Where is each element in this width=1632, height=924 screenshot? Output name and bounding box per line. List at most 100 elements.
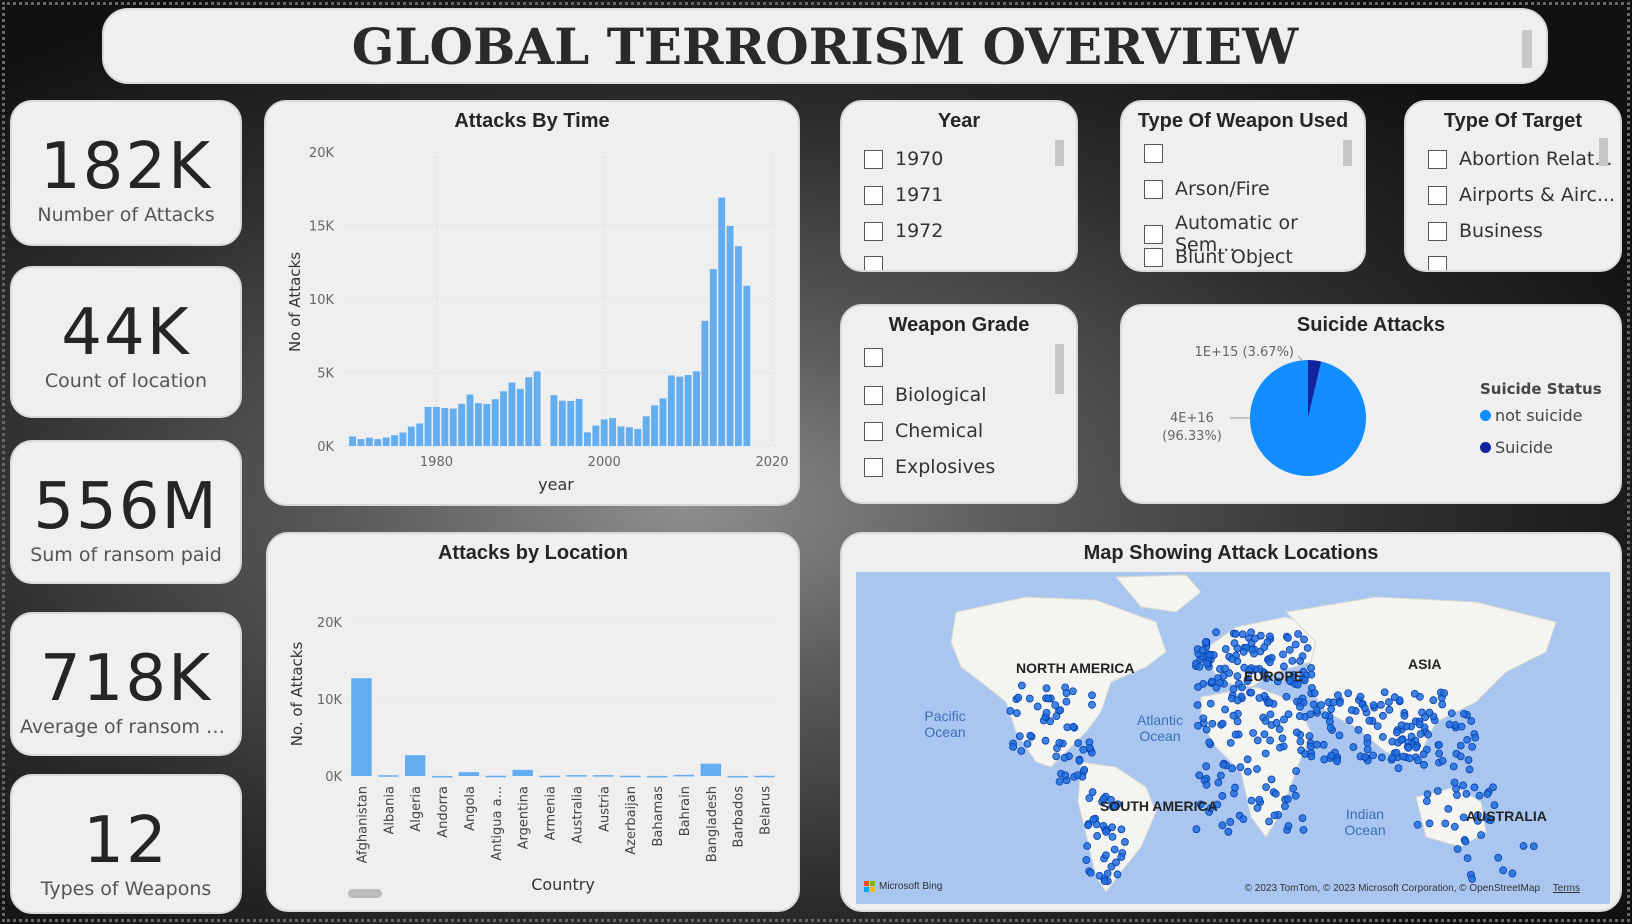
attack-marker[interactable]	[1447, 709, 1456, 718]
checkbox[interactable]	[1144, 144, 1163, 163]
attack-marker[interactable]	[1266, 710, 1275, 719]
attack-marker[interactable]	[1231, 730, 1240, 739]
attack-marker[interactable]	[1085, 794, 1094, 803]
attack-marker[interactable]	[1247, 628, 1255, 637]
attack-marker[interactable]	[1014, 693, 1023, 702]
attack-map-card[interactable]: Map Showing Attack Locations NORTH AMERI…	[840, 532, 1622, 912]
kpi-card-attacks[interactable]: 182K Number of Attacks	[10, 100, 242, 246]
attacks-by-time-card[interactable]: Attacks By Time 0K 5K 10K 15K 20K 1980 2000 202…	[264, 100, 800, 506]
attack-marker[interactable]	[1108, 823, 1116, 832]
attack-marker[interactable]	[1461, 837, 1470, 846]
title-scrollbar[interactable]	[1522, 30, 1532, 68]
bar-1985[interactable]	[474, 403, 482, 446]
attack-marker[interactable]	[1261, 749, 1270, 758]
checkbox[interactable]	[1428, 256, 1447, 270]
slicer-scrollbar[interactable]	[1055, 140, 1064, 166]
attack-marker[interactable]	[1243, 755, 1252, 764]
attack-marker[interactable]	[1208, 719, 1217, 728]
attack-marker[interactable]	[1385, 705, 1394, 714]
attack-marker[interactable]	[1299, 825, 1308, 834]
attack-marker[interactable]	[1221, 645, 1230, 653]
checkbox[interactable]	[1144, 179, 1163, 199]
attack-marker[interactable]	[1283, 795, 1292, 804]
attack-marker[interactable]	[1333, 757, 1341, 766]
bar-1981[interactable]	[441, 407, 449, 446]
attack-marker[interactable]	[1080, 766, 1089, 774]
attack-marker[interactable]	[1249, 729, 1258, 737]
attack-marker[interactable]	[1303, 644, 1312, 652]
attacks-by-location-chart[interactable]: 0K 10K 20K Afghanistan Albania Algeria Andorra…	[268, 534, 800, 912]
attack-marker[interactable]	[1306, 710, 1315, 719]
attack-marker[interactable]	[1377, 700, 1385, 709]
attack-marker[interactable]	[1435, 749, 1444, 758]
attack-marker[interactable]	[1085, 743, 1094, 752]
slicer-scrollbar[interactable]	[1599, 138, 1608, 166]
attack-marker[interactable]	[1499, 866, 1508, 875]
attack-marker[interactable]	[1285, 645, 1294, 654]
attack-marker[interactable]	[1073, 771, 1082, 780]
slicer-item-arson[interactable]: Arson/Fire	[1144, 178, 1270, 200]
attack-marker[interactable]	[1238, 683, 1246, 692]
attack-marker[interactable]	[1117, 825, 1126, 834]
slicer-item-abortion[interactable]: Abortion Relat...	[1428, 148, 1612, 170]
attack-marker[interactable]	[1009, 742, 1018, 751]
bar-2016[interactable]	[735, 246, 742, 446]
slicer-item-1971[interactable]: 1971	[864, 184, 943, 206]
attack-marker[interactable]	[1422, 797, 1431, 806]
bar-1988[interactable]	[500, 391, 508, 446]
bar-8[interactable]	[566, 775, 587, 777]
attack-marker[interactable]	[1212, 628, 1220, 637]
attack-marker[interactable]	[1407, 732, 1416, 741]
attack-marker[interactable]	[1292, 767, 1300, 775]
attack-marker[interactable]	[1117, 853, 1126, 861]
attack-marker[interactable]	[1207, 677, 1216, 686]
bar-1977[interactable]	[407, 426, 415, 446]
attack-marker[interactable]	[1281, 802, 1289, 811]
bar-3[interactable]	[431, 775, 453, 778]
attack-marker[interactable]	[1468, 874, 1476, 883]
attack-marker[interactable]	[1083, 842, 1092, 850]
bar-1987[interactable]	[491, 399, 499, 446]
attack-marker[interactable]	[1218, 792, 1227, 800]
attack-marker[interactable]	[1464, 756, 1473, 764]
bar-1978[interactable]	[416, 423, 424, 446]
attack-marker[interactable]	[1327, 751, 1336, 760]
attack-marker[interactable]	[1319, 740, 1328, 749]
attack-marker[interactable]	[1079, 745, 1088, 754]
attack-marker[interactable]	[1425, 819, 1434, 828]
legend-item-suicide[interactable]: Suicide	[1480, 438, 1553, 457]
attack-marker[interactable]	[1392, 748, 1401, 757]
attack-marker[interactable]	[1084, 821, 1092, 830]
attack-marker[interactable]	[1055, 777, 1064, 786]
attack-marker[interactable]	[1285, 676, 1294, 685]
attack-marker[interactable]	[1227, 694, 1236, 703]
attack-marker[interactable]	[1253, 804, 1262, 812]
bar-1990[interactable]	[516, 388, 524, 446]
attack-marker[interactable]	[1433, 787, 1442, 795]
horizontal-scrollbar[interactable]	[348, 889, 382, 898]
checkbox[interactable]	[1428, 149, 1447, 169]
attack-marker[interactable]	[1410, 689, 1419, 698]
attack-marker[interactable]	[1425, 708, 1434, 717]
slicer-item-explosives[interactable]: Explosives	[864, 456, 995, 478]
attack-marker[interactable]	[1270, 811, 1279, 820]
attack-marker[interactable]	[1363, 745, 1372, 754]
attack-marker[interactable]	[1267, 775, 1276, 784]
attack-marker[interactable]	[1202, 762, 1211, 771]
attack-marker[interactable]	[1042, 684, 1051, 693]
attack-marker[interactable]	[1074, 739, 1083, 747]
attack-marker[interactable]	[1475, 791, 1484, 800]
attack-marker[interactable]	[1260, 730, 1269, 739]
attack-marker[interactable]	[1471, 733, 1480, 742]
suicide-attacks-card[interactable]: Suicide Attacks 1E+15 (3.67%) 4E+16 (96.33…	[1120, 304, 1622, 504]
weapon-type-slicer[interactable]: Type Of Weapon Used Arson/Fire Automatic…	[1120, 100, 1366, 272]
attack-marker[interactable]	[1255, 795, 1264, 804]
attack-marker[interactable]	[1416, 730, 1425, 738]
attack-marker[interactable]	[1265, 817, 1273, 826]
attack-marker[interactable]	[1245, 666, 1254, 675]
attack-marker[interactable]	[1450, 778, 1459, 787]
attack-marker[interactable]	[1519, 842, 1528, 850]
attack-marker[interactable]	[1393, 728, 1401, 737]
attack-marker[interactable]	[1247, 796, 1256, 805]
attack-marker[interactable]	[1335, 699, 1344, 707]
